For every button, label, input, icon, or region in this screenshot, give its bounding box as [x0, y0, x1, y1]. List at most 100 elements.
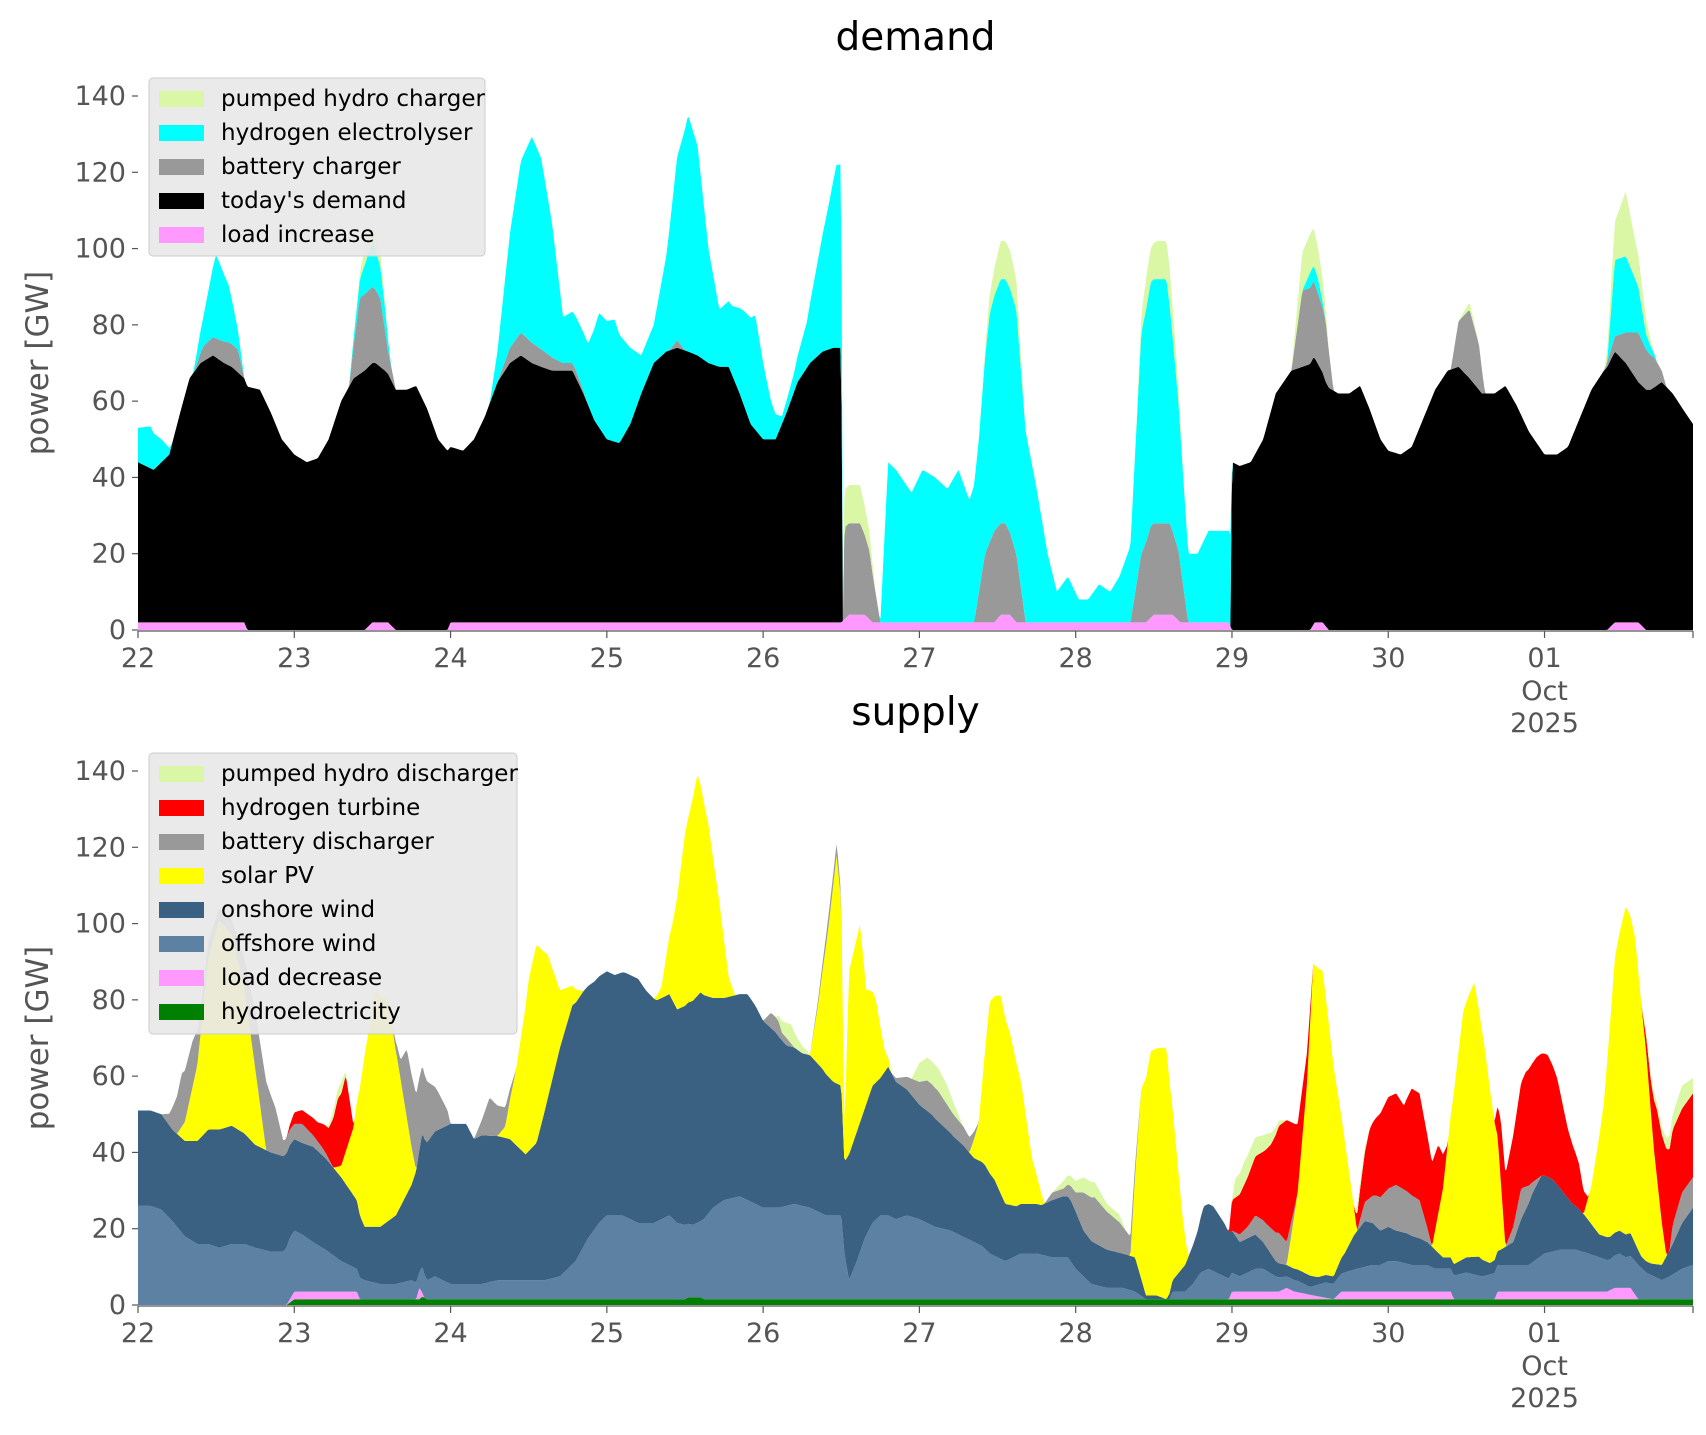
demand-legend-label-hydrogen-electrolyser: hydrogen electrolyser [221, 120, 473, 146]
supply-ytick-label-140: 140 [74, 756, 126, 787]
supply-legend: pumped hydro discharger hydrogen turbine b… [148, 752, 518, 1035]
supply-xtick-label-23: 23 [277, 1318, 311, 1349]
demand-legend-item-load-increase: load increase [159, 222, 374, 248]
supply-series-load-decrease [138, 1287, 1693, 1305]
supply-legend-label-offshore-wind: offshore wind [221, 931, 376, 957]
supply-legend-swatch-solar-pv [159, 868, 204, 884]
supply-xtick-label-29: 29 [1215, 1318, 1249, 1349]
supply-series-hydroelectricity [138, 1296, 1693, 1305]
supply-xtick-label-27: 27 [902, 1318, 936, 1349]
demand-legend-label-battery-charger: battery charger [221, 154, 401, 180]
supply-panel: supply power [GW] 0 20 40 60 80 100 120 140 22 23 24… [20, 690, 1694, 1414]
supply-series-offshore-wind [138, 1196, 1693, 1305]
supply-legend-label-hydrogen-turbine: hydrogen turbine [221, 795, 420, 821]
supply-xtick-label-28: 28 [1059, 1318, 1093, 1349]
supply-legend-item-solar-pv: solar PV [159, 863, 314, 889]
demand-ytick-label-80: 80 [92, 310, 126, 341]
demand-xtick-sublabel-oct: Oct [1521, 676, 1568, 707]
supply-ytick-label-0: 0 [109, 1290, 126, 1321]
demand-ytick-label-120: 120 [74, 157, 126, 188]
demand-ytick-label-20: 20 [92, 539, 126, 570]
supply-legend-item-onshore-wind: onshore wind [159, 897, 375, 923]
supply-ytick-label-60: 60 [92, 1061, 126, 1092]
supply-legend-swatch-pumped-hydro-discharger [159, 766, 204, 782]
demand-legend-swatch-today-s-demand [159, 193, 204, 209]
supply-ylabel: power [GW] [20, 946, 56, 1131]
supply-legend-label-solar-pv: solar PV [221, 863, 314, 889]
demand-legend: pumped hydro charger hydrogen electrolyse… [148, 77, 486, 257]
demand-ytick-label-40: 40 [92, 462, 126, 493]
demand-xtick-label-23: 23 [277, 643, 311, 674]
supply-legend-label-onshore-wind: onshore wind [221, 897, 375, 923]
supply-ytick-label-120: 120 [74, 832, 126, 863]
supply-ytick-label-80: 80 [92, 985, 126, 1016]
supply-legend-swatch-onshore-wind [159, 902, 204, 918]
supply-legend-item-battery-discharger: battery discharger [159, 829, 434, 855]
supply-title: supply [851, 690, 979, 735]
supply-xtick-label-30: 30 [1371, 1318, 1405, 1349]
supply-xtick-label-22: 22 [121, 1318, 155, 1349]
demand-ylabel: power [GW] [20, 271, 56, 456]
supply-legend-item-pumped-hydro-discharger: pumped hydro discharger [159, 761, 518, 787]
supply-legend-item-offshore-wind: offshore wind [159, 931, 376, 957]
demand-xtick-label-24: 24 [433, 643, 467, 674]
demand-legend-swatch-battery-charger [159, 159, 204, 175]
supply-ytick-label-40: 40 [92, 1137, 126, 1168]
supply-xtick-sublabel-oct: Oct [1521, 1351, 1568, 1382]
supply-legend-swatch-hydrogen-turbine [159, 800, 204, 816]
demand-ytick-label-60: 60 [92, 386, 126, 417]
supply-legend-label-battery-discharger: battery discharger [221, 829, 434, 855]
demand-series-today-s-demand [138, 347, 1693, 630]
supply-legend-swatch-battery-discharger [159, 834, 204, 850]
supply-legend-swatch-offshore-wind [159, 936, 204, 952]
supply-xtick-label-01: 01 [1527, 1318, 1561, 1349]
supply-xtick-label-26: 26 [746, 1318, 780, 1349]
demand-legend-swatch-hydrogen-electrolyser [159, 125, 204, 141]
supply-ytick-label-20: 20 [92, 1214, 126, 1245]
demand-title: demand [835, 15, 995, 60]
demand-legend-swatch-load-increase [159, 227, 204, 243]
demand-xtick-sublabel-2025: 2025 [1510, 708, 1579, 739]
supply-series-onshore-wind [138, 971, 1693, 1300]
demand-ytick-label-140: 140 [74, 81, 126, 112]
supply-legend-label-load-decrease: load decrease [221, 965, 382, 991]
demand-legend-box [148, 77, 486, 257]
demand-ytick-label-0: 0 [109, 615, 126, 646]
demand-xtick-label-29: 29 [1215, 643, 1249, 674]
supply-legend-label-pumped-hydro-discharger: pumped hydro discharger [221, 761, 518, 787]
demand-xtick-label-27: 27 [902, 643, 936, 674]
demand-legend-item-today-s-demand: today's demand [159, 188, 406, 214]
supply-legend-swatch-load-decrease [159, 970, 204, 986]
demand-xtick-label-30: 30 [1371, 643, 1405, 674]
demand-series-hydrogen-electrolyser [138, 117, 1693, 627]
demand-legend-label-load-increase: load increase [221, 222, 374, 248]
demand-xtick-label-26: 26 [746, 643, 780, 674]
supply-xtick-label-25: 25 [590, 1318, 624, 1349]
demand-legend-item-battery-charger: battery charger [159, 154, 401, 180]
supply-legend-label-hydroelectricity: hydroelectricity [221, 999, 401, 1025]
demand-areas [138, 117, 1693, 630]
demand-legend-label-pumped-hydro-charger: pumped hydro charger [221, 86, 485, 112]
supply-series-solar-pv [138, 775, 1693, 1299]
demand-legend-item-pumped-hydro-charger: pumped hydro charger [159, 86, 485, 112]
demand-xtick-label-25: 25 [590, 643, 624, 674]
chart-panels: demand power [GW] 0 20 40 60 80 100 120 140 22 23 24… [20, 15, 1694, 1414]
supply-legend-item-hydrogen-turbine: hydrogen turbine [159, 795, 420, 821]
demand-panel: demand power [GW] 0 20 40 60 80 100 120 140 22 23 24… [20, 15, 1694, 739]
supply-legend-box [148, 752, 518, 1035]
demand-legend-swatch-pumped-hydro-charger [159, 91, 204, 107]
supply-legend-item-hydroelectricity: hydroelectricity [159, 999, 401, 1025]
demand-xtick-label-28: 28 [1059, 643, 1093, 674]
supply-xtick-label-24: 24 [433, 1318, 467, 1349]
demand-xtick-label-01: 01 [1527, 643, 1561, 674]
demand-xtick-label-22: 22 [121, 643, 155, 674]
demand-ytick-label-100: 100 [74, 234, 126, 265]
demand-legend-item-hydrogen-electrolyser: hydrogen electrolyser [159, 120, 473, 146]
supply-ytick-label-100: 100 [74, 909, 126, 940]
supply-areas [138, 775, 1693, 1305]
supply-xtick-sublabel-2025: 2025 [1510, 1383, 1579, 1414]
supply-legend-swatch-hydroelectricity [159, 1004, 204, 1020]
demand-legend-label-today-s-demand: today's demand [221, 188, 406, 214]
